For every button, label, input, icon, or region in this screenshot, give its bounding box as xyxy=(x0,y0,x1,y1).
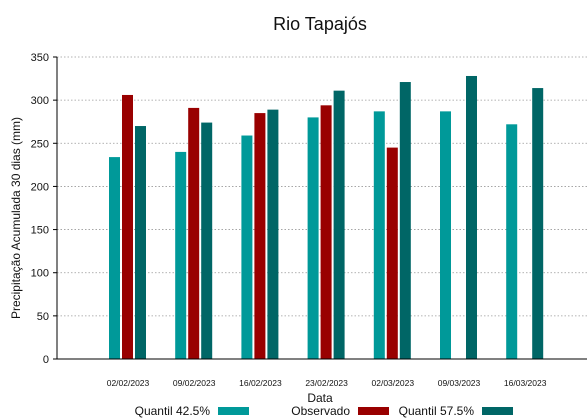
legend-swatch xyxy=(482,407,513,415)
x-tick-label: 02/02/2023 xyxy=(107,378,150,388)
x-tick-label: 09/02/2023 xyxy=(173,378,216,388)
bar xyxy=(201,122,213,359)
y-tick-label: 50 xyxy=(37,311,49,323)
legend-swatch xyxy=(218,407,249,415)
chart-title: Rio Tapajós xyxy=(273,14,367,34)
y-tick-label: 0 xyxy=(43,354,49,366)
bar xyxy=(254,113,266,359)
y-tick-labels: 0 50 100 150 200 250 300 350 xyxy=(31,52,57,366)
legend-label: Quantil 57.5% xyxy=(399,404,475,418)
y-tick-label: 100 xyxy=(31,268,49,280)
bar xyxy=(440,111,451,359)
bar xyxy=(307,117,319,360)
bar xyxy=(175,151,187,359)
y-tick-label: 200 xyxy=(31,181,49,193)
bar xyxy=(188,107,200,359)
y-tick-label: 300 xyxy=(31,95,49,107)
x-tick-label: 16/03/2023 xyxy=(504,378,547,388)
y-tick-label: 150 xyxy=(31,225,49,237)
bar xyxy=(399,82,411,359)
bar xyxy=(373,111,385,359)
bars xyxy=(109,75,544,360)
bar xyxy=(333,90,345,359)
legend: Quantil 42.5% Observado Quantil 57.5% xyxy=(135,404,513,418)
bar xyxy=(241,135,253,359)
y-tick-label: 350 xyxy=(31,52,49,64)
bar xyxy=(122,94,133,360)
legend-label: Quantil 42.5% xyxy=(135,404,211,418)
y-tick-label: 250 xyxy=(31,138,49,150)
x-tick-label: 16/02/2023 xyxy=(239,378,282,388)
x-tick-label: 09/03/2023 xyxy=(438,378,481,388)
bar xyxy=(506,124,518,359)
bar xyxy=(320,105,332,359)
x-axis-label: Data xyxy=(307,391,333,405)
bar xyxy=(466,75,477,360)
legend-swatch xyxy=(358,407,389,415)
x-tick-labels: 02/02/2023 09/02/2023 16/02/2023 23/02/2023… xyxy=(107,378,547,388)
bar xyxy=(386,147,398,359)
bar xyxy=(135,126,146,360)
legend-label: Observado xyxy=(291,404,350,418)
x-tick-label: 23/02/2023 xyxy=(305,378,348,388)
bar xyxy=(267,109,279,360)
bar xyxy=(109,157,120,359)
x-tick-label: 02/03/2023 xyxy=(372,378,415,388)
y-axis-label: Precipitação Acumulada 30 dias (mm) xyxy=(9,117,23,319)
bar xyxy=(532,88,544,359)
